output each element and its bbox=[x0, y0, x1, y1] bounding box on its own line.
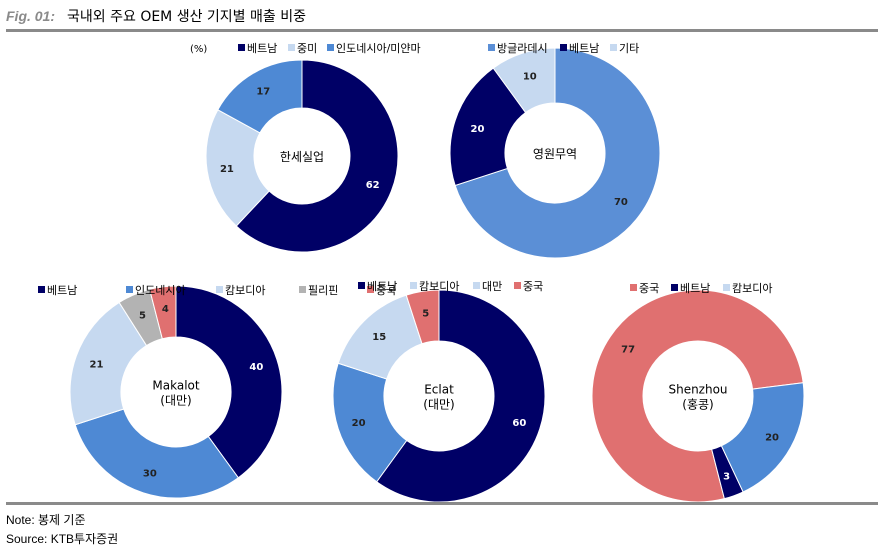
center-label: (대만) bbox=[160, 394, 191, 408]
center-label: Eclat bbox=[424, 383, 454, 397]
legend-swatch-중국 bbox=[514, 282, 521, 289]
legend-swatch-필리핀 bbox=[299, 286, 306, 293]
data-label-베트남: 40 bbox=[249, 362, 263, 373]
legend-label-베트남: 베트남 bbox=[680, 282, 710, 295]
legend-label-캄보디아: 캄보디아 bbox=[225, 284, 265, 297]
center-label: (홍콩) bbox=[682, 398, 713, 412]
center-label: 한세실업 bbox=[280, 150, 324, 164]
figure-title: Fig. 01: 국내외 주요 OEM 생산 기지별 매출 비중 bbox=[6, 6, 306, 26]
data-label-인도네시아/미얀마: 17 bbox=[256, 87, 270, 98]
legend-label-인도네시아: 인도네시아 bbox=[135, 284, 186, 297]
legend-label-중미: 중미 bbox=[297, 42, 317, 55]
center-label: Makalot bbox=[152, 379, 199, 393]
legend-swatch-중국 bbox=[630, 284, 637, 291]
data-label-중국: 4 bbox=[162, 304, 169, 315]
data-label-인도네시아: 30 bbox=[143, 468, 157, 479]
legend-label-기타: 기타 bbox=[619, 42, 639, 55]
source-text: Source: KTB투자증권 bbox=[6, 532, 119, 546]
center-label: Shenzhou bbox=[668, 383, 727, 397]
data-label-중국: 5 bbox=[422, 309, 429, 320]
legend-label-인도네시아/미얀마: 인도네시아/미얀마 bbox=[336, 41, 421, 55]
legend-swatch-인도네시아/미얀마 bbox=[327, 44, 334, 51]
legend-swatch-중국 bbox=[367, 286, 374, 293]
legend-label-중국: 중국 bbox=[639, 282, 659, 295]
data-label-베트남: 62 bbox=[366, 180, 380, 191]
note-text: Note: 봉제 기준 bbox=[6, 513, 86, 527]
center-label: (대만) bbox=[423, 398, 454, 412]
donut-hole bbox=[643, 341, 753, 451]
figure-title-text: 국내외 주요 OEM 생산 기지별 매출 비중 bbox=[67, 9, 306, 25]
legend-label-베트남: 베트남 bbox=[569, 42, 599, 55]
legend-label-캄보디아: 캄보디아 bbox=[732, 282, 772, 295]
unit-label: (%) bbox=[190, 44, 207, 55]
donut-chart-3: 40 30 21 5 4 Makalot(대만) 베트남 인도네시아 캄보디아 필리핀 중국 bbox=[38, 284, 396, 499]
legend-swatch-방글라데시 bbox=[488, 44, 495, 51]
data-label-필리핀: 5 bbox=[139, 310, 146, 321]
legend-swatch-캄보디아 bbox=[410, 282, 417, 289]
legend-label-방글라데시: 방글라데시 bbox=[497, 42, 548, 55]
legend-label-중국: 중국 bbox=[523, 280, 543, 293]
legend-label-베트남: 베트남 bbox=[367, 280, 397, 293]
legend-swatch-인도네시아 bbox=[126, 286, 133, 293]
legend-swatch-베트남 bbox=[38, 286, 45, 293]
top-rule bbox=[6, 29, 878, 32]
legend-label-캄보디아: 캄보디아 bbox=[419, 280, 459, 293]
legend-swatch-베트남 bbox=[358, 282, 365, 289]
data-label-기타: 10 bbox=[523, 71, 537, 82]
legend-label-필리핀: 필리핀 bbox=[308, 284, 338, 297]
donut-hole bbox=[384, 341, 494, 451]
bottom-rule bbox=[6, 502, 878, 505]
data-label-캄보디아: 20 bbox=[352, 418, 366, 429]
legend-swatch-기타 bbox=[610, 44, 617, 51]
legend-label-베트남: 베트남 bbox=[247, 42, 277, 55]
legend-swatch-대만 bbox=[473, 282, 480, 289]
legend-swatch-베트남 bbox=[560, 44, 567, 51]
legend-label-대만: 대만 bbox=[482, 280, 502, 293]
data-label-베트남: 3 bbox=[723, 472, 730, 483]
legend-label-중국: 중국 bbox=[376, 284, 396, 297]
data-label-중미: 21 bbox=[220, 164, 234, 175]
legend-swatch-중미 bbox=[288, 44, 295, 51]
center-label: 영원무역 bbox=[533, 147, 577, 161]
donut-chart-4: 60 20 15 5 Eclat(대만) 베트남 캄보디아 대만 중국 bbox=[332, 280, 546, 503]
data-label-방글라데시: 70 bbox=[614, 197, 628, 208]
donut-hole bbox=[505, 103, 605, 203]
legend-swatch-베트남 bbox=[671, 284, 678, 291]
donut-hole bbox=[254, 108, 350, 204]
data-label-베트남: 20 bbox=[471, 124, 485, 135]
donut-chart-5: 77 3 20 Shenzhou(홍콩) 중국 베트남 캄보디아 bbox=[591, 282, 805, 503]
legend-swatch-캄보디아 bbox=[216, 286, 223, 293]
donut-chart-2: 70 20 10 영원무역 방글라데시 베트남 기타 bbox=[449, 42, 661, 259]
data-label-대만: 15 bbox=[372, 332, 386, 343]
legend-swatch-캄보디아 bbox=[723, 284, 730, 291]
data-label-베트남: 60 bbox=[512, 418, 526, 429]
data-label-중국: 77 bbox=[621, 345, 635, 356]
data-label-캄보디아: 21 bbox=[90, 359, 104, 370]
legend-label-베트남: 베트남 bbox=[47, 284, 77, 297]
figure-label: Fig. 01: bbox=[6, 8, 56, 24]
donut-chart-1: 62 21 17 한세실업 (%) 베트남 중미 인도네시아/미얀마 bbox=[190, 41, 421, 253]
donut-hole bbox=[121, 337, 231, 447]
data-label-캄보디아: 20 bbox=[765, 433, 779, 444]
legend-swatch-베트남 bbox=[238, 44, 245, 51]
